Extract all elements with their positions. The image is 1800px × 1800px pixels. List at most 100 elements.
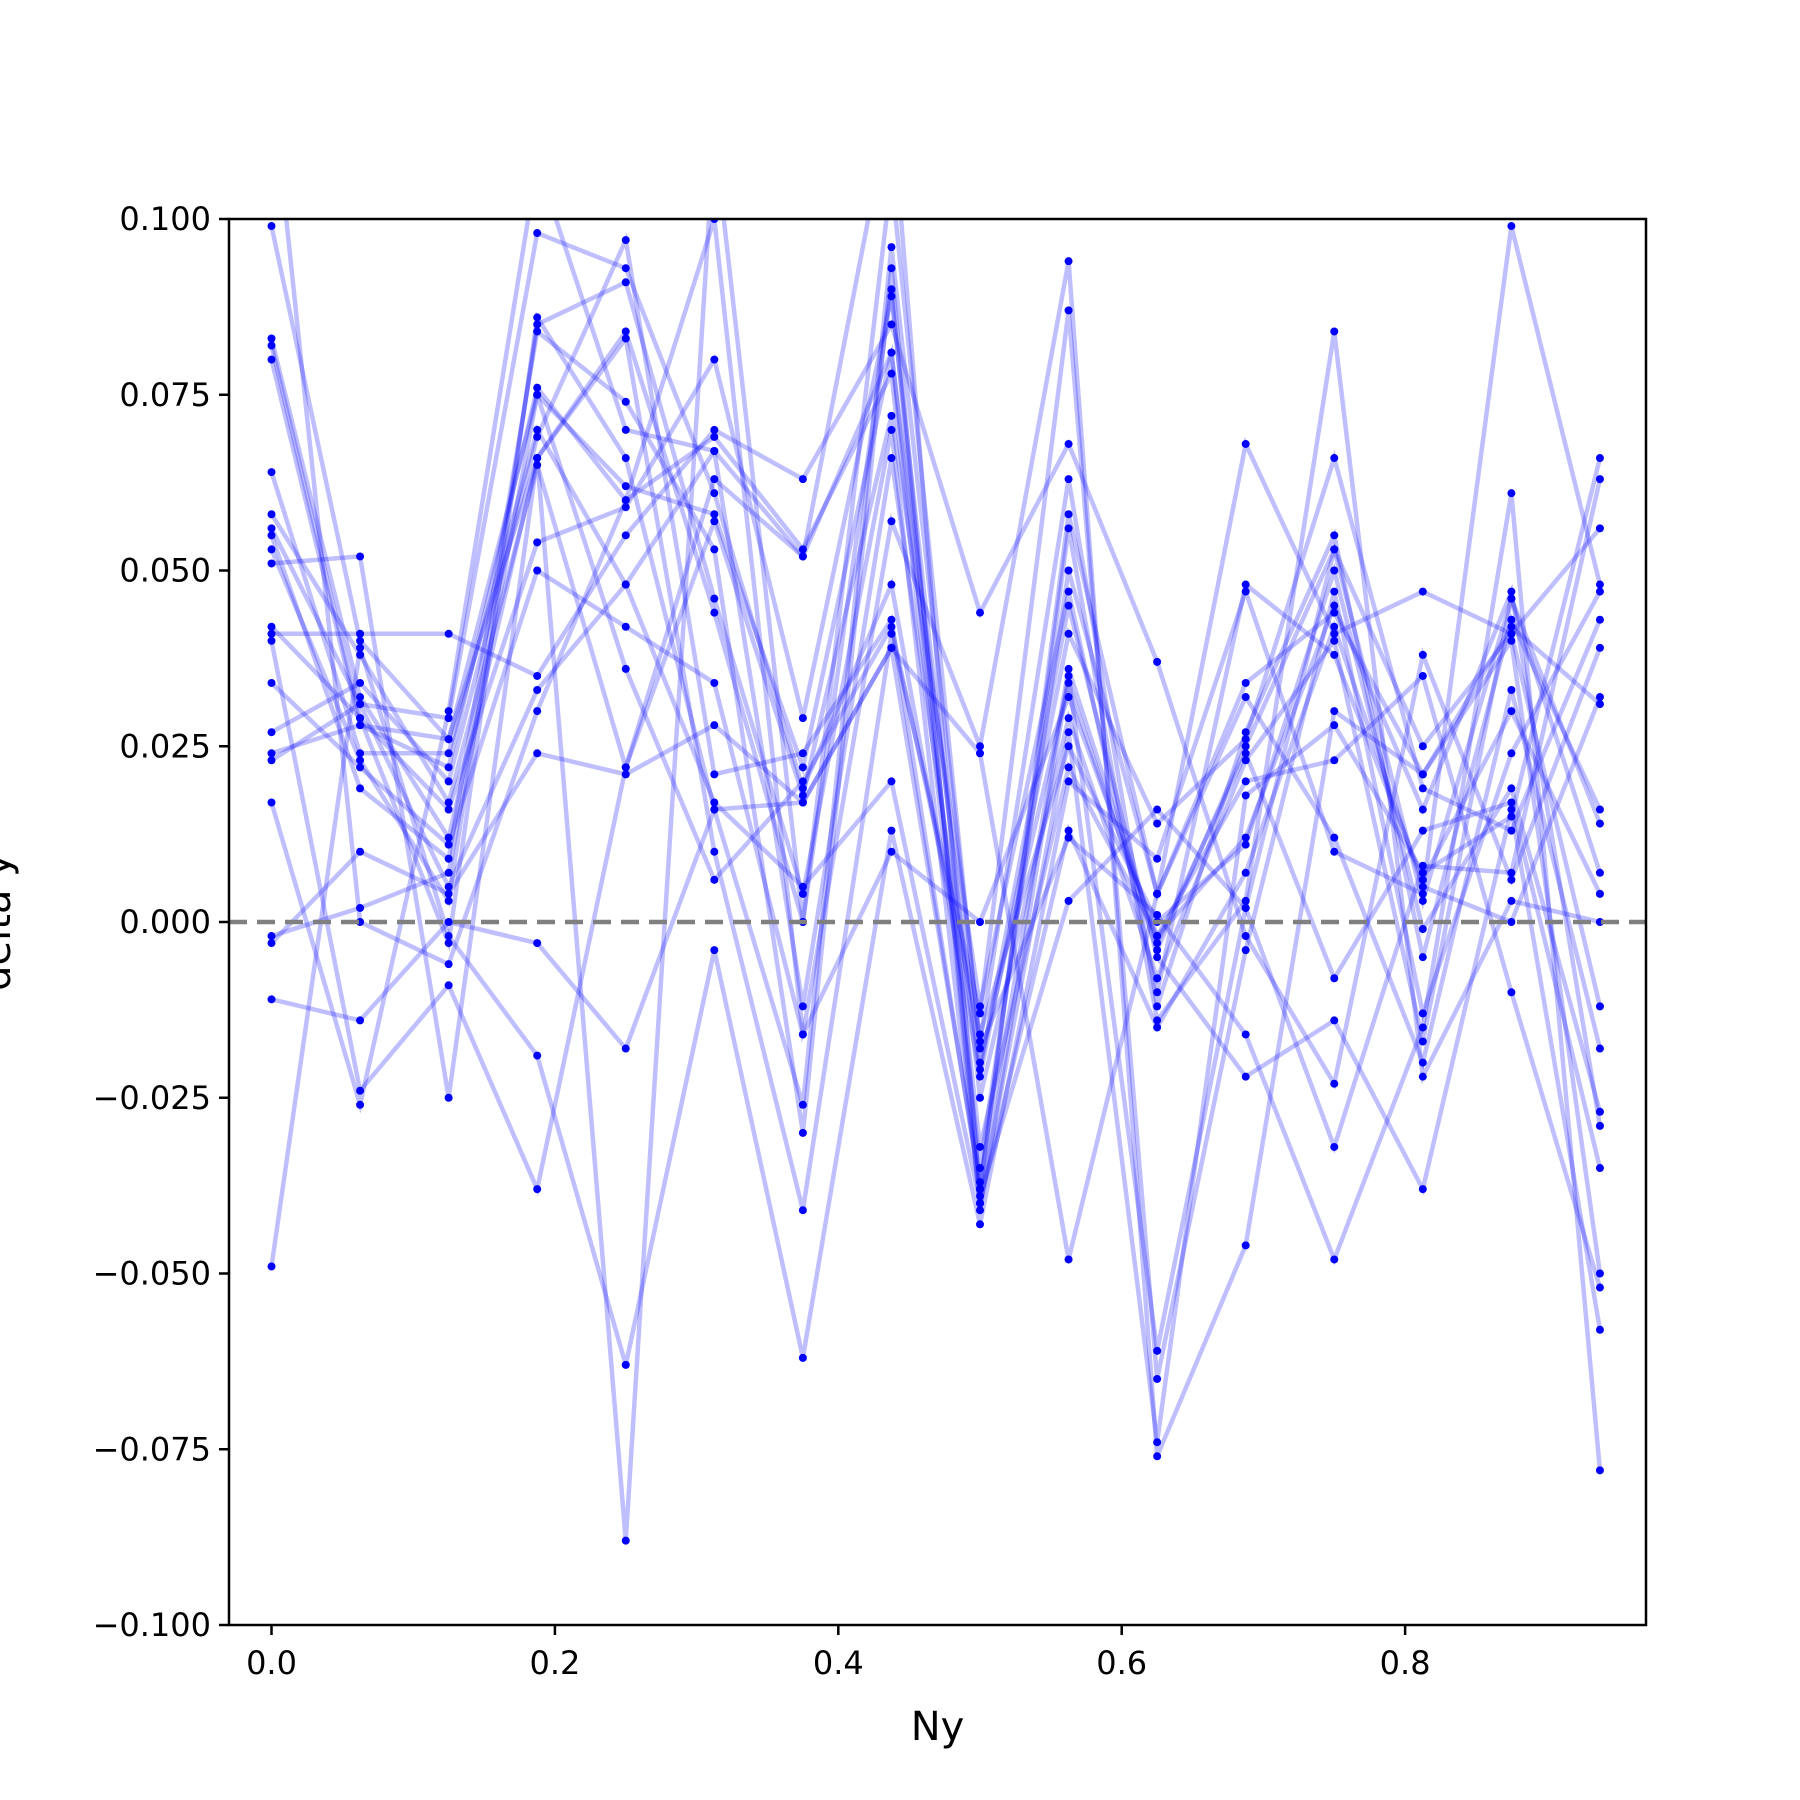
data-point	[798, 798, 807, 807]
data-point	[1064, 833, 1073, 842]
data-point	[533, 538, 542, 547]
series-line	[269, 229, 1603, 1078]
data-point	[1064, 566, 1073, 575]
data-point	[1330, 650, 1339, 659]
data-point	[1064, 524, 1073, 533]
data-point	[533, 566, 542, 575]
data-point	[710, 475, 719, 484]
data-point	[976, 1058, 985, 1067]
data-point	[1507, 707, 1516, 716]
data-point	[1507, 622, 1516, 631]
data-point	[621, 425, 630, 434]
series-16	[267, 390, 1604, 1116]
data-point	[1241, 439, 1250, 448]
data-point	[444, 939, 453, 948]
data-point	[1595, 475, 1604, 484]
data-point	[621, 334, 630, 343]
data-point	[1507, 896, 1516, 905]
data-point	[1418, 861, 1427, 870]
data-point	[267, 545, 276, 554]
data-point	[1241, 749, 1250, 758]
data-point	[267, 355, 276, 364]
data-point	[356, 721, 365, 730]
data-point	[1418, 650, 1427, 659]
data-point	[1241, 777, 1250, 786]
data-point	[1153, 1438, 1162, 1447]
data-point	[621, 1360, 630, 1369]
series-line	[269, 641, 1603, 1183]
data-point	[1595, 454, 1604, 463]
data-point	[621, 278, 630, 287]
data-point	[976, 1009, 985, 1018]
data-point	[1595, 1121, 1604, 1130]
data-point	[1418, 826, 1427, 835]
data-point	[798, 1206, 807, 1215]
data-point	[1241, 580, 1250, 589]
data-point	[356, 1100, 365, 1109]
data-point	[267, 629, 276, 638]
data-point	[1064, 510, 1073, 519]
data-point	[444, 918, 453, 926]
series-line	[269, 219, 1603, 1331]
series-line	[269, 225, 1603, 1064]
data-point	[1241, 791, 1250, 800]
data-point	[533, 749, 542, 758]
data-point	[710, 608, 719, 617]
data-point	[1330, 629, 1339, 638]
data-point	[444, 833, 453, 842]
data-point	[710, 847, 719, 856]
data-point	[267, 341, 276, 350]
series-20	[267, 219, 1604, 1201]
data-point	[356, 847, 365, 856]
data-point	[356, 714, 365, 723]
series-line	[269, 260, 1603, 1458]
data-point	[887, 243, 896, 252]
data-point	[1064, 629, 1073, 638]
data-point	[1507, 686, 1516, 695]
data-point	[533, 1185, 542, 1194]
data-point	[1241, 946, 1250, 955]
data-point	[798, 889, 807, 898]
data-point	[1595, 643, 1604, 652]
data-point	[710, 678, 719, 687]
data-point	[798, 1353, 807, 1362]
series-18	[267, 436, 1604, 1264]
data-point	[887, 173, 895, 181]
data-point	[887, 320, 896, 329]
data-point	[356, 903, 365, 912]
data-point	[621, 503, 630, 512]
series-17	[267, 641, 1604, 1187]
data-point	[444, 749, 453, 758]
data-point	[1241, 840, 1250, 849]
data-point	[798, 763, 807, 772]
data-point	[976, 1037, 985, 1046]
series-line	[269, 288, 1602, 1190]
data-point	[267, 468, 276, 477]
data-point	[798, 1100, 807, 1109]
data-point	[356, 1086, 365, 1095]
data-point	[267, 622, 276, 631]
data-point	[1507, 629, 1516, 638]
data-point	[710, 355, 719, 364]
data-point	[1064, 1255, 1073, 1264]
data-point	[267, 636, 276, 645]
data-point	[1507, 615, 1516, 624]
series-line	[269, 295, 1603, 1099]
data-point	[976, 742, 985, 751]
data-point	[1153, 910, 1162, 919]
data-point	[267, 995, 276, 1004]
data-point	[976, 1199, 985, 1208]
data-point	[887, 777, 896, 786]
data-point	[710, 446, 719, 455]
series-line	[269, 343, 1603, 1148]
data-point	[1330, 545, 1339, 554]
data-point	[356, 700, 365, 709]
data-point	[1330, 608, 1339, 617]
data-point	[621, 1044, 630, 1053]
data-point	[1418, 805, 1427, 814]
data-point	[976, 1030, 985, 1039]
data-point	[533, 320, 542, 329]
data-point	[267, 531, 276, 540]
data-point	[976, 1206, 985, 1215]
data-point	[533, 671, 542, 680]
